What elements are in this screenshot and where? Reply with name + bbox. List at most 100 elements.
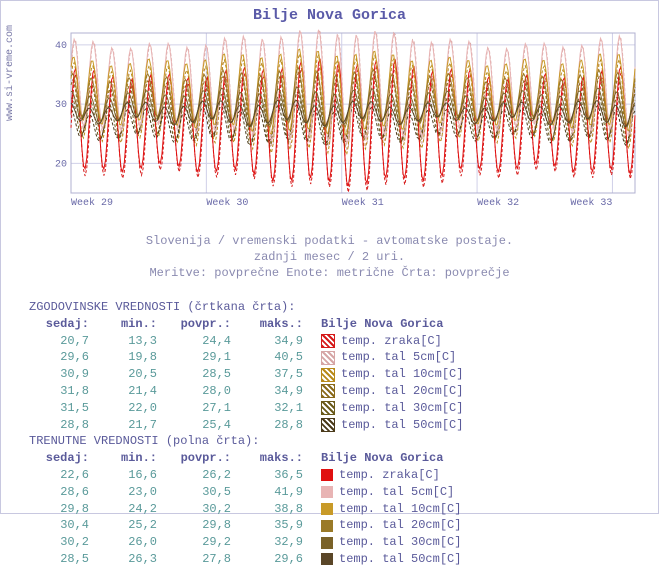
- table-cell: 29,8: [29, 501, 97, 518]
- table-row: 28,821,725,428,8temp. tal 50cm[C]: [29, 417, 463, 434]
- color-swatch: [321, 503, 333, 515]
- series-label: temp. tal 5cm[C]: [339, 484, 454, 501]
- svg-text:40: 40: [55, 41, 67, 52]
- curr-hdr-maks: maks.:: [239, 450, 311, 467]
- chart-svg: 203040Week 29Week 30Week 31Week 32Week 3…: [47, 29, 639, 213]
- hist-header-row: sedaj: min.: povpr.: maks.: Bilje Nova G…: [29, 316, 463, 333]
- svg-text:Week 32: Week 32: [477, 197, 519, 209]
- series-label: temp. tal 50cm[C]: [339, 551, 461, 568]
- table-cell: 31,5: [29, 400, 97, 417]
- table-cell: 26,2: [165, 467, 239, 484]
- table-row: 30,226,029,232,9temp. tal 30cm[C]: [29, 534, 463, 551]
- color-swatch: [321, 520, 333, 532]
- table-row: 31,522,027,132,1 temp. tal 30cm[C]: [29, 400, 463, 417]
- curr-hdr-sedaj: sedaj:: [29, 450, 97, 467]
- table-cell: 13,3: [97, 333, 165, 350]
- table-cell: 24,2: [97, 501, 165, 518]
- table-cell: 41,9: [239, 484, 311, 501]
- hist-legend-title: Bilje Nova Gorica: [321, 316, 443, 333]
- table-row: 28,526,327,829,6temp. tal 50cm[C]: [29, 551, 463, 568]
- table-cell: 19,8: [97, 349, 165, 366]
- table-cell: 29,2: [165, 534, 239, 551]
- table-cell: 27,1: [165, 400, 239, 417]
- chart-caption: Slovenija / vremenski podatki - avtomats…: [1, 233, 658, 282]
- table-cell: 26,3: [97, 551, 165, 568]
- chart-title: Bilje Nova Gorica: [1, 1, 658, 24]
- table-cell: 28,8: [239, 417, 311, 434]
- hist-hdr-maks: maks.:: [239, 316, 311, 333]
- curr-legend-title: Bilje Nova Gorica: [321, 450, 443, 467]
- series-label: temp. zraka[C]: [341, 333, 442, 350]
- curr-section-title: TRENUTNE VREDNOSTI (polna črta):: [29, 433, 463, 450]
- table-cell: 37,5: [239, 366, 311, 383]
- svg-text:Week 29: Week 29: [71, 197, 113, 209]
- table-cell: 28,6: [29, 484, 97, 501]
- series-label: temp. tal 50cm[C]: [341, 417, 463, 434]
- table-cell: 22,0: [97, 400, 165, 417]
- color-swatch: [321, 486, 333, 498]
- color-swatch: [321, 384, 335, 398]
- table-cell: 20,7: [29, 333, 97, 350]
- table-cell: 30,2: [165, 501, 239, 518]
- caption-line-2: zadnji mesec / 2 uri.: [1, 249, 658, 265]
- table-cell: 40,5: [239, 349, 311, 366]
- table-cell: 25,4: [165, 417, 239, 434]
- table-row: 30,920,528,537,5 temp. tal 10cm[C]: [29, 366, 463, 383]
- table-cell: 21,4: [97, 383, 165, 400]
- chart-container: Bilje Nova Gorica www.si-vreme.com 20304…: [0, 0, 659, 514]
- caption-line-3: Meritve: povprečne Enote: metrične Črta:…: [1, 265, 658, 281]
- table-cell: 25,2: [97, 517, 165, 534]
- color-swatch: [321, 537, 333, 549]
- table-cell: 28,8: [29, 417, 97, 434]
- table-cell: 24,4: [165, 333, 239, 350]
- hist-hdr-min: min.:: [97, 316, 165, 333]
- table-cell: 29,1: [165, 349, 239, 366]
- table-cell: 30,9: [29, 366, 97, 383]
- table-cell: 31,8: [29, 383, 97, 400]
- table-cell: 34,9: [239, 383, 311, 400]
- curr-hdr-min: min.:: [97, 450, 165, 467]
- table-cell: 20,5: [97, 366, 165, 383]
- data-tables: ZGODOVINSKE VREDNOSTI (črtkana črta): se…: [29, 299, 463, 568]
- svg-text:Week 30: Week 30: [206, 197, 248, 209]
- table-row: 20,713,324,434,9 temp. zraka[C]: [29, 333, 463, 350]
- table-row: 29,824,230,238,8 temp. tal 10cm[C]: [29, 501, 463, 518]
- table-cell: 28,5: [165, 366, 239, 383]
- table-cell: 34,9: [239, 333, 311, 350]
- series-label: temp. tal 20cm[C]: [341, 383, 463, 400]
- table-row: 30,425,229,835,9temp. tal 20cm[C]: [29, 517, 463, 534]
- series-label: temp. tal 30cm[C]: [339, 534, 461, 551]
- series-label: temp. zraka[C]: [339, 467, 440, 484]
- color-swatch: [321, 469, 333, 481]
- table-cell: 23,0: [97, 484, 165, 501]
- table-row: 29,619,829,140,5temp. tal 5cm[C]: [29, 349, 463, 366]
- series-label: temp. tal 20cm[C]: [339, 517, 461, 534]
- series-label: temp. tal 10cm[C]: [339, 501, 461, 518]
- svg-text:Week 33: Week 33: [570, 197, 612, 209]
- table-cell: 38,8: [239, 501, 311, 518]
- color-swatch: [321, 401, 335, 415]
- chart-plot-area: 203040Week 29Week 30Week 31Week 32Week 3…: [47, 29, 639, 213]
- svg-text:Week 31: Week 31: [342, 197, 384, 209]
- color-swatch: [321, 553, 333, 565]
- color-swatch: [321, 418, 335, 432]
- y-axis-url: www.si-vreme.com: [5, 25, 16, 121]
- table-cell: 32,1: [239, 400, 311, 417]
- table-cell: 30,5: [165, 484, 239, 501]
- table-cell: 22,6: [29, 467, 97, 484]
- color-swatch: [321, 334, 335, 348]
- series-label: temp. tal 10cm[C]: [341, 366, 463, 383]
- table-cell: 21,7: [97, 417, 165, 434]
- table-row: 31,821,428,034,9temp. tal 20cm[C]: [29, 383, 463, 400]
- color-swatch: [321, 368, 335, 382]
- table-cell: 36,5: [239, 467, 311, 484]
- hist-section-title: ZGODOVINSKE VREDNOSTI (črtkana črta):: [29, 299, 463, 316]
- table-row: 22,616,626,236,5 temp. zraka[C]: [29, 467, 463, 484]
- table-cell: 27,8: [165, 551, 239, 568]
- hist-hdr-povpr: povpr.:: [165, 316, 239, 333]
- table-cell: 16,6: [97, 467, 165, 484]
- table-cell: 28,5: [29, 551, 97, 568]
- series-label: temp. tal 30cm[C]: [341, 400, 463, 417]
- table-cell: 29,6: [29, 349, 97, 366]
- curr-header-row: sedaj: min.: povpr.: maks.: Bilje Nova G…: [29, 450, 463, 467]
